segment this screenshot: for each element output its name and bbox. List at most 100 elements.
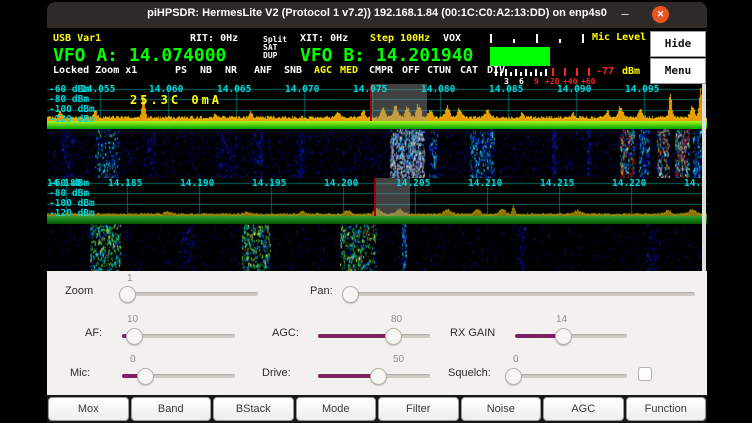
slider-handle-rx-gain[interactable] <box>554 327 572 345</box>
meter-tick <box>505 69 507 76</box>
status-flag-nr[interactable]: NR <box>225 65 238 76</box>
bottom-button-agc[interactable]: AGC <box>543 397 624 421</box>
meter-tick <box>582 34 584 43</box>
slider-handle-af[interactable] <box>126 327 144 345</box>
mode-filter-label[interactable]: USB Var1 <box>53 33 102 44</box>
frequency-label: 14.185 <box>108 178 143 189</box>
meter-tick <box>510 72 512 76</box>
status-flag-ctun[interactable]: CTUN <box>427 65 452 76</box>
slider-handle-mic[interactable] <box>137 367 155 385</box>
squelch-mute-checkbox[interactable] <box>638 367 652 381</box>
slider-fill-agc-gain <box>318 334 394 338</box>
meter-tick <box>559 39 561 43</box>
slider-value-drive: 50 <box>393 354 405 365</box>
rx1-spectrum-panel[interactable]: 25.3C 0mA 14.055 14.060 14.065 14.070 14.075… <box>47 84 707 129</box>
bottom-button-bstack[interactable]: BStack <box>213 397 294 421</box>
rx2-spectrum-canvas[interactable] <box>47 178 707 224</box>
title-bar[interactable]: piHPSDR: HermesLite V2 (Protocol 1 v7.2)… <box>47 2 707 28</box>
rx1-waterfall-panel[interactable] <box>47 129 707 178</box>
window-title: piHPSDR: HermesLite V2 (Protocol 1 v7.2)… <box>147 7 607 19</box>
app-window: piHPSDR: HermesLite V2 (Protocol 1 v7.2)… <box>47 2 707 423</box>
rx2-spectrum-panel[interactable]: 14.180 14.185 14.190 14.195 14.200 14.205 14.2… <box>47 178 707 224</box>
meter-scale-label: +60 <box>581 77 596 86</box>
rx2-waterfall-panel[interactable] <box>47 224 707 271</box>
dbm-scale-label: -80 dBm <box>49 188 90 199</box>
slider-handle-zoom[interactable] <box>119 285 137 303</box>
xit-label[interactable]: XIT: 0Hz <box>300 33 349 44</box>
status-flag-anf[interactable]: ANF <box>254 65 273 76</box>
minimize-button[interactable]: – <box>621 6 629 21</box>
dbm-scale-label: -100 dBm <box>49 198 95 209</box>
slider-label-squelch: Squelch: <box>448 367 491 379</box>
rit-label[interactable]: RIT: 0Hz <box>190 33 239 44</box>
dbm-scale-label: -60 dBm <box>49 84 90 95</box>
frequency-label: 14.180 <box>47 178 82 189</box>
meter-red-tick <box>552 68 554 76</box>
sat-flag: SAT <box>263 43 278 52</box>
dbm-scale-label: -120 dBm <box>49 208 95 219</box>
meter-tick <box>525 69 527 76</box>
meter-tick <box>500 72 502 76</box>
rx1-spectrum-canvas[interactable] <box>47 84 707 129</box>
hide-button[interactable]: Hide <box>650 31 706 57</box>
vfo-b-frequency[interactable]: VFO B: 14.201940 <box>300 45 474 66</box>
step-label[interactable]: Step 100Hz <box>370 33 431 44</box>
slider-label-af: AF: <box>85 327 103 339</box>
dbm-scale-label: -80 dBm <box>49 94 90 105</box>
bottom-button-mox[interactable]: Mox <box>48 397 129 421</box>
slider-af[interactable] <box>122 334 235 338</box>
meter-tick <box>540 72 542 76</box>
vfo-a-frequency[interactable]: VFO A: 14.074000 <box>53 45 227 66</box>
split-flag: Split <box>263 35 288 44</box>
frequency-label: 14.090 <box>557 84 592 95</box>
bottom-button-band[interactable]: Band <box>130 397 211 421</box>
frequency-label: 14.210 <box>468 178 503 189</box>
meter-tick <box>530 72 532 76</box>
frequency-label: 14.190 <box>180 178 215 189</box>
meter-reading-unit: dBm <box>622 66 641 77</box>
slider-mic[interactable] <box>122 374 235 378</box>
slider-value-zoom: 1 <box>127 273 133 284</box>
meter-scale-label: 9 <box>534 77 539 86</box>
slider-handle-agc-gain[interactable] <box>384 327 402 345</box>
slider-handle-pan[interactable] <box>341 285 359 303</box>
rx2-waterfall-canvas[interactable] <box>47 224 707 271</box>
status-flag-locked-zoom-x1[interactable]: Locked Zoom x1 <box>53 65 138 76</box>
slider-squelch[interactable] <box>508 374 627 378</box>
meter-red-tick <box>588 68 590 76</box>
meter-reading-value: -77 <box>596 66 615 77</box>
status-flag-cmpr[interactable]: CMPR <box>369 65 394 76</box>
slider-fill-rx-gain <box>515 334 564 338</box>
rx1-waterfall-canvas[interactable] <box>47 129 707 178</box>
meter-tick <box>536 34 538 43</box>
meter-scale-label: +20 <box>545 77 560 86</box>
slider-value-mic: 0 <box>130 354 136 365</box>
mic-level-label: Mic Level <box>592 32 647 43</box>
vox-label[interactable]: VOX <box>443 33 462 44</box>
close-button[interactable]: ✕ <box>652 6 669 23</box>
slider-label-drive: Drive: <box>262 367 291 379</box>
frequency-label: 14.225 <box>684 178 707 189</box>
status-flag-cat[interactable]: CAT <box>460 65 479 76</box>
bottom-button-noise[interactable]: Noise <box>460 397 541 421</box>
bottom-button-row: Mox Band BStack Mode Filter Noise AGC Function <box>47 395 707 423</box>
bottom-button-mode[interactable]: Mode <box>295 397 376 421</box>
bottom-button-function[interactable]: Function <box>625 397 706 421</box>
slider-zoom[interactable] <box>125 292 258 296</box>
dbm-scale-label: -60 dBm <box>49 178 90 189</box>
bottom-button-filter[interactable]: Filter <box>378 397 459 421</box>
dbm-scale-label: -100 dBm <box>49 104 95 115</box>
status-flag-med[interactable]: MED <box>340 65 359 76</box>
status-flag-snb[interactable]: SNB <box>284 65 303 76</box>
status-flag-off[interactable]: OFF <box>402 65 421 76</box>
slider-handle-squelch[interactable] <box>505 367 523 385</box>
status-flag-ps[interactable]: PS <box>175 65 188 76</box>
slider-handle-drive[interactable] <box>369 367 387 385</box>
status-flag-nb[interactable]: NB <box>200 65 213 76</box>
split-sat-dup-flags[interactable]: Split SAT DUP <box>263 36 287 60</box>
slider-pan[interactable] <box>345 292 695 296</box>
status-flag-agc[interactable]: AGC <box>314 65 333 76</box>
slider-label-agc-gain: AGC: <box>272 327 299 339</box>
menu-button[interactable]: Menu <box>650 58 706 84</box>
slider-value-af: 10 <box>127 314 139 325</box>
